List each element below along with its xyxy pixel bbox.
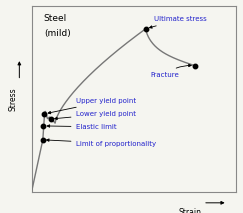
Text: Limit of proportionality: Limit of proportionality bbox=[46, 139, 157, 147]
Text: Upper yield point: Upper yield point bbox=[48, 98, 137, 114]
Text: Stress: Stress bbox=[9, 87, 18, 111]
Text: Ultimate stress: Ultimate stress bbox=[149, 16, 207, 28]
Text: Lower yield point: Lower yield point bbox=[55, 111, 137, 120]
Text: Fracture: Fracture bbox=[150, 64, 191, 78]
Text: (mild): (mild) bbox=[44, 29, 70, 38]
Text: Elastic limit: Elastic limit bbox=[47, 124, 117, 130]
Text: Strain: Strain bbox=[179, 208, 201, 213]
Text: Steel: Steel bbox=[44, 14, 67, 23]
